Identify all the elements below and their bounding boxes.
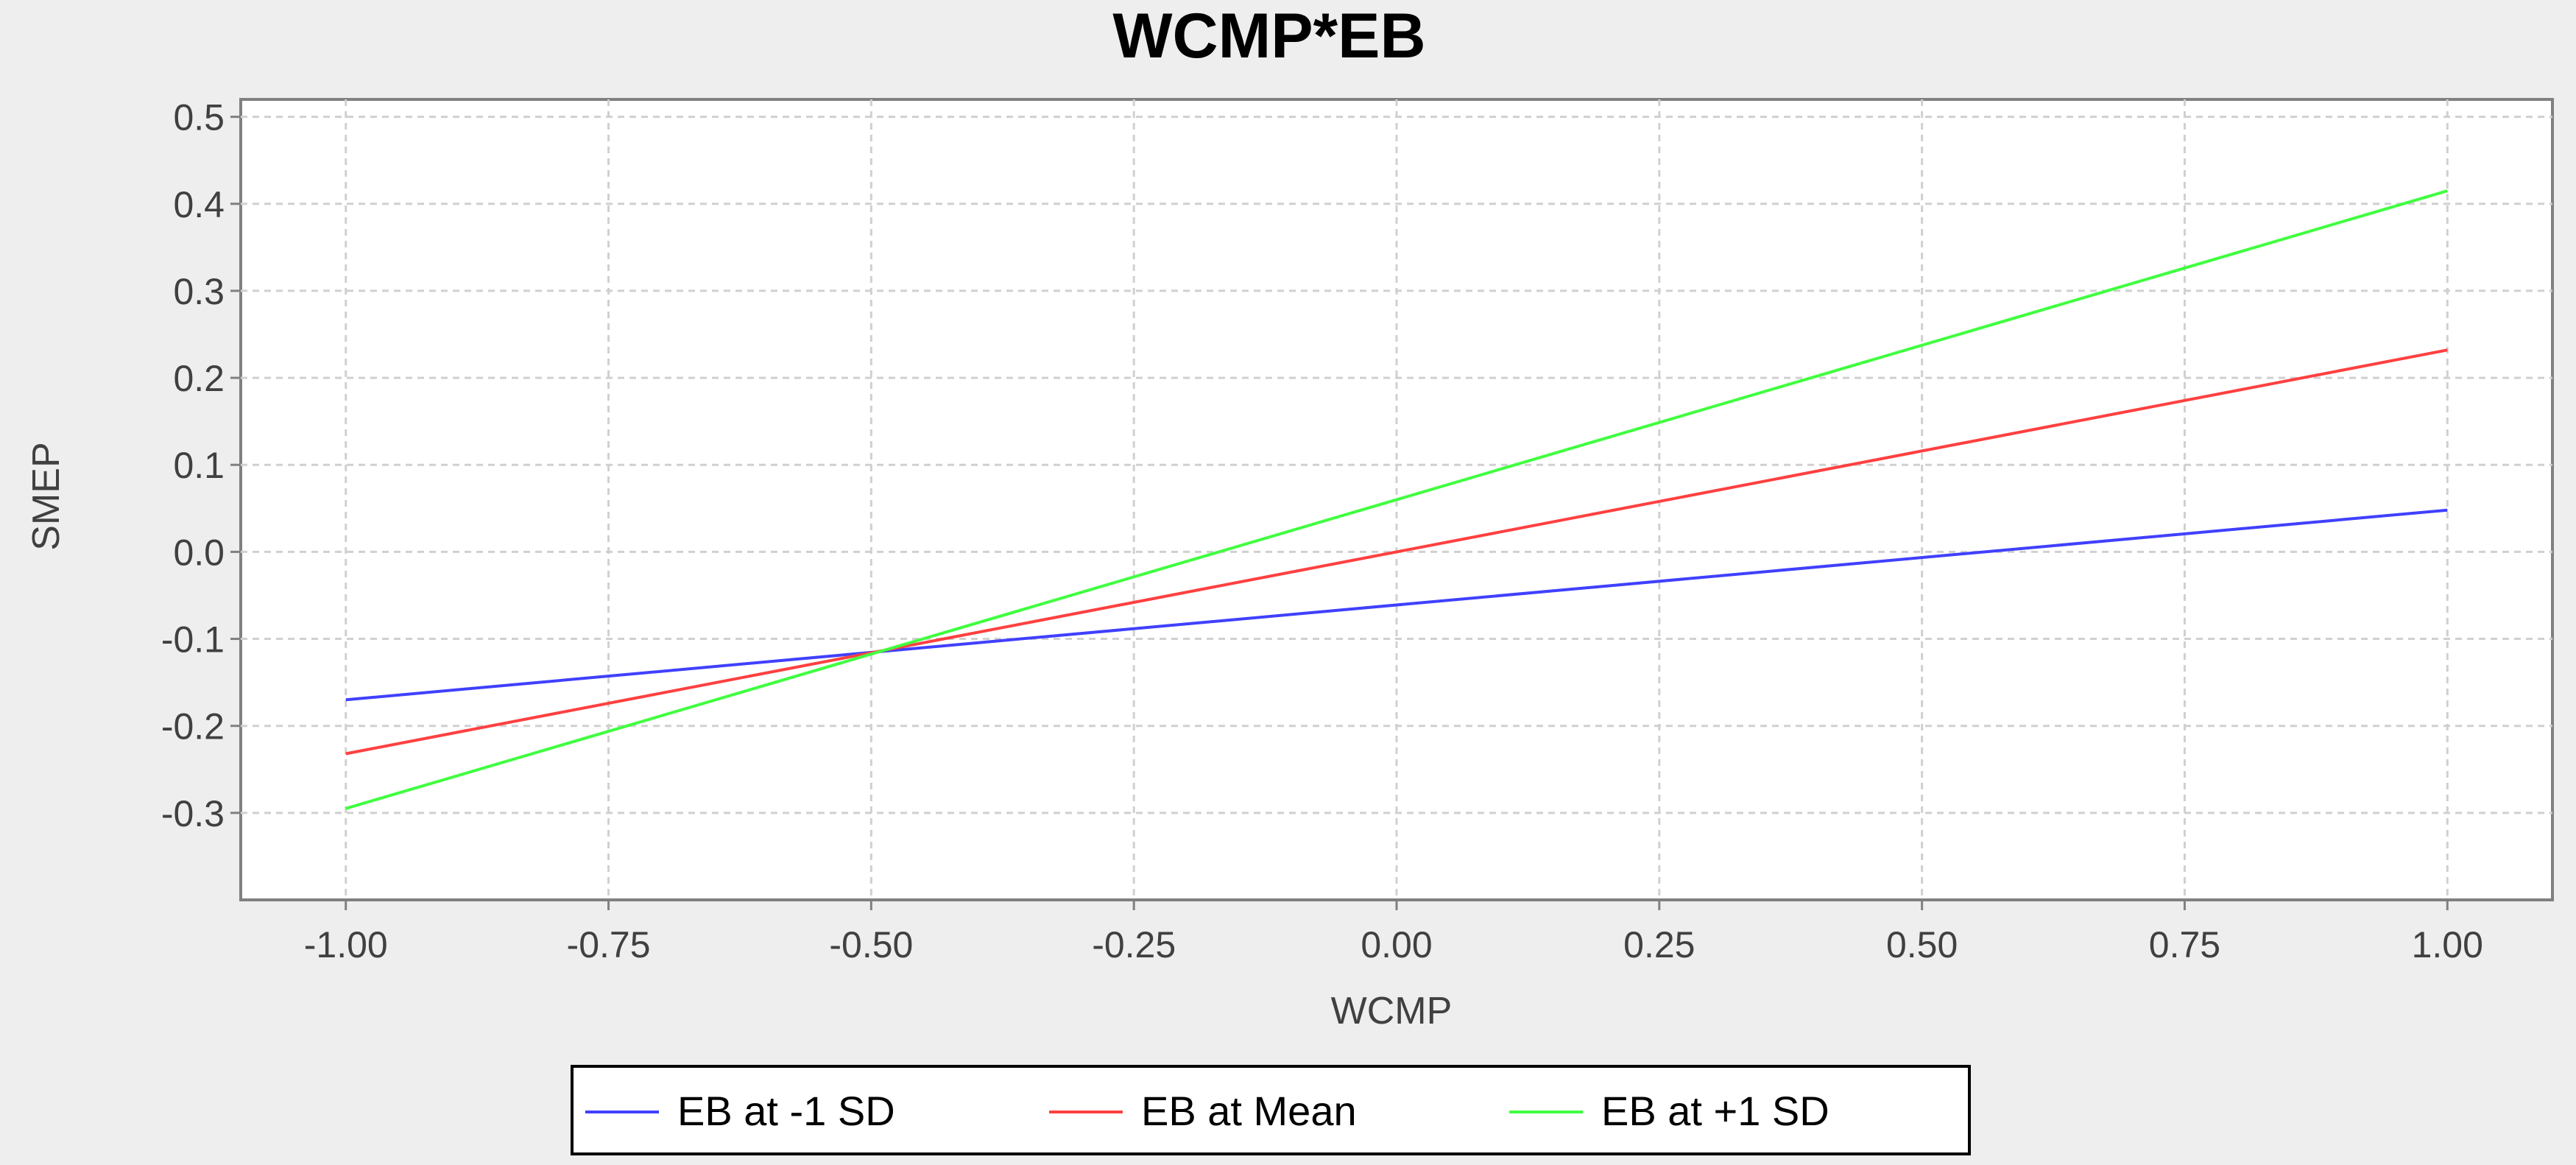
- x-axis-label: WCMP: [1331, 990, 1453, 1032]
- x-tick-label: -1.00: [304, 924, 388, 965]
- y-axis-ticks: 0.5 0.4 0.3 0.2 0.1 0.0 -0.1 -0.2 -0.3: [161, 97, 241, 834]
- x-tick-label: 0.00: [1361, 924, 1432, 965]
- y-tick-label: 0.5: [173, 97, 225, 138]
- legend: EB at -1 SD EB at Mean EB at +1 SD: [571, 1065, 1971, 1155]
- series-line-2: [345, 189, 2448, 810]
- x-tick-label: -0.75: [567, 924, 651, 965]
- y-tick-label: 0.0: [173, 532, 225, 573]
- series-line-1: [345, 348, 2448, 756]
- legend-label-1: EB at Mean: [1141, 1088, 1357, 1134]
- series-lines: [345, 189, 2448, 810]
- x-tick-label: 0.75: [2149, 924, 2220, 965]
- y-tick-label: -0.2: [161, 706, 225, 747]
- legend-items: EB at -1 SD EB at Mean EB at +1 SD: [585, 1088, 1829, 1134]
- x-tick-label: -0.50: [829, 924, 913, 965]
- legend-label-0: EB at -1 SD: [677, 1088, 895, 1134]
- y-tick-label: 0.1: [173, 445, 225, 486]
- y-tick-label: -0.3: [161, 793, 225, 834]
- chart-title: WCMP*EB: [1112, 1, 1425, 71]
- y-axis-label: SMEP: [25, 442, 68, 550]
- y-tick-label: 0.3: [173, 271, 225, 312]
- legend-label-2: EB at +1 SD: [1601, 1088, 1829, 1134]
- y-tick-label: 0.2: [173, 358, 225, 399]
- y-tick-label: 0.4: [173, 184, 225, 225]
- x-tick-label: 1.00: [2412, 924, 2483, 965]
- gridlines: [241, 99, 2552, 900]
- series-line-0: [345, 508, 2448, 702]
- x-tick-label: 0.25: [1623, 924, 1695, 965]
- x-tick-label: -0.25: [1092, 924, 1176, 965]
- x-tick-label: 0.50: [1886, 924, 1958, 965]
- legend-box: [571, 1065, 1971, 1155]
- y-tick-label: -0.1: [161, 619, 225, 661]
- x-axis-ticks: -1.00 -0.75 -0.50 -0.25 0.00 0.25 0.50 0.75 1.00: [304, 900, 2483, 965]
